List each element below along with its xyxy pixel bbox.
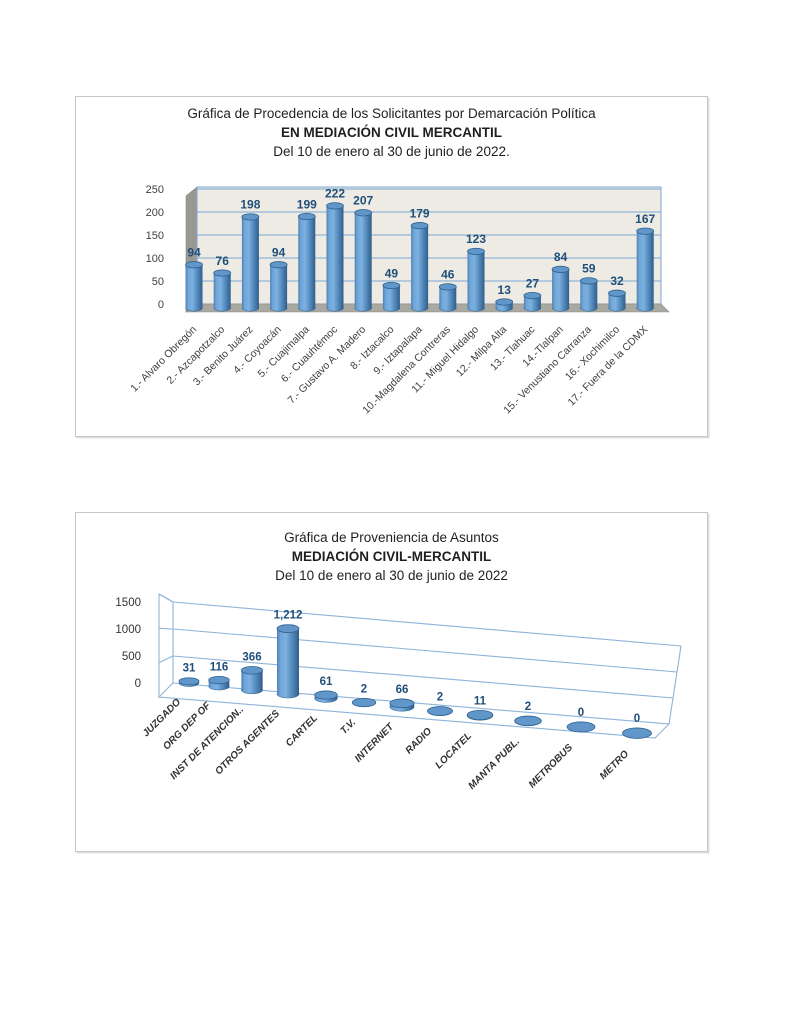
cylinder-bar [466,709,494,721]
cylinder-bar [185,261,203,312]
value-label: 27 [526,276,540,290]
gridline [158,593,174,603]
cylinder-bar [427,706,453,716]
value-label: 46 [441,268,455,282]
category-label: METRO [598,749,631,782]
cylinder-bar [178,677,200,687]
cylinder-bar [514,715,542,727]
cylinder-bar [622,727,652,739]
cylinder-bar [351,697,377,708]
cylinder-bar [241,213,260,312]
value-label: 31 [183,663,196,675]
value-label: 2 [525,701,531,713]
cylinder-bar [208,675,230,691]
category-label: RADIO [404,726,435,757]
chart2-title-line3: Del 10 de enero al 30 de junio de 2022 [275,568,508,583]
cylinder-bar [566,721,596,733]
value-label: 1,212 [274,610,303,622]
cylinder-bar [467,247,485,312]
value-label: 167 [635,212,655,226]
value-label: 199 [297,197,317,211]
gridline [158,655,174,664]
value-label: 198 [240,198,260,212]
cylinder-bar [551,265,570,312]
category-label: T.V. [339,717,359,737]
cylinder-bar [240,666,264,695]
gridline [158,627,174,630]
gridline [172,655,674,699]
value-label: 0 [634,713,640,725]
y-tick-label: 200 [146,207,164,219]
value-label: 123 [466,232,486,246]
chart1-title: Gráfica de Procedencia de los Solicitant… [76,104,707,161]
y-tick-label: 1500 [115,597,141,609]
gridline [172,601,682,647]
cylinder-bar [354,209,373,312]
category-label: CARTEL [284,713,320,749]
cylinder-bar [276,624,300,699]
value-label: 11 [474,695,487,707]
chart2-panel: Gráfica de Proveniencia de Asuntos MEDIA… [75,512,708,852]
y-tick-label: 250 [146,184,164,196]
value-label: 2 [361,683,367,695]
cylinder-bar [495,298,514,312]
chart2-title: Gráfica de Proveniencia de Asuntos MEDIA… [76,528,707,585]
category-label: INTERNET [353,721,397,765]
category-label: MANTA PUBL. [466,736,522,792]
value-label: 66 [396,684,409,696]
value-label: 94 [187,246,201,260]
cylinder-bar [382,281,401,312]
value-label: 2 [437,692,443,704]
chart2-title-line2: MEDIACIÓN CIVIL-MERCANTIL [291,549,492,564]
value-label: 59 [582,262,596,276]
chart2-title-line1: Gráfica de Proveniencia de Asuntos [284,530,499,545]
cylinder-bar [579,277,598,312]
value-label: 84 [554,250,568,264]
cylinder-bar [608,289,626,312]
plot-edge [668,645,682,725]
category-label: METROBUS [527,742,575,790]
cylinder-bar [314,690,338,703]
value-label: 94 [272,246,286,260]
value-label: 61 [320,676,333,688]
y-tick-label: 0 [158,299,164,311]
cylinder-bar [326,202,344,312]
cylinder-bar [523,291,542,312]
cylinder-bar [297,212,316,312]
value-label: 32 [610,274,624,288]
cylinder-bar [636,227,655,312]
value-label: 116 [210,661,229,673]
category-label: INST DE ATENCION.. [168,704,246,782]
value-label: 222 [325,187,345,201]
chart1-panel: Gráfica de Procedencia de los Solicitant… [75,96,708,437]
y-tick-label: 50 [152,276,164,288]
cylinder-bar [410,222,429,312]
chart1-title-line3: Del 10 de enero al 30 de junio de 2022. [273,144,510,159]
y-tick-label: 100 [146,253,164,265]
value-label: 366 [242,651,261,663]
y-tick-label: 150 [146,230,164,242]
value-label: 49 [385,266,399,280]
y-tick-label: 500 [122,651,141,663]
cylinder-bar [389,698,415,712]
value-label: 207 [353,194,373,208]
gridline [172,628,678,673]
y-tick-label: 1000 [115,624,141,636]
value-label: 76 [216,254,230,268]
cylinder-bar [269,261,288,312]
cylinder-bar [213,269,232,312]
cylinder-bar [438,283,457,312]
chart1-title-line1: Gráfica de Procedencia de los Solicitant… [187,106,596,121]
value-label: 179 [410,206,430,220]
value-label: 0 [578,707,584,719]
chart1-title-line2: EN MEDIACIÓN CIVIL MERCANTIL [280,125,502,140]
category-label: LOCATEL [433,731,474,772]
value-label: 13 [498,283,512,297]
y-tick-label: 0 [135,678,141,690]
